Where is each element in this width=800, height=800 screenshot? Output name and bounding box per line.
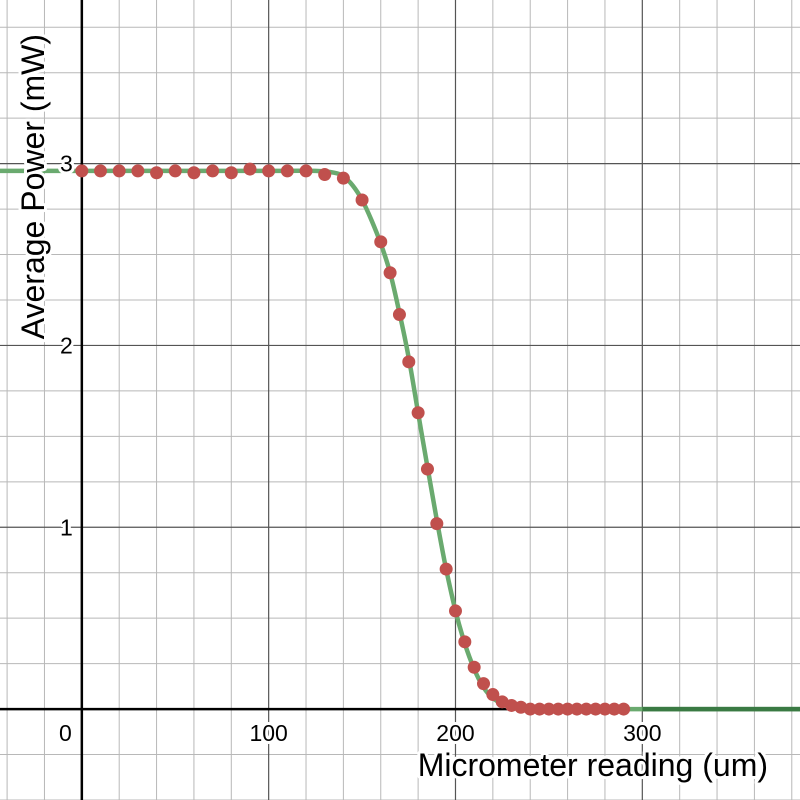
data-point bbox=[458, 635, 472, 649]
data-point bbox=[570, 702, 584, 716]
data-point bbox=[467, 660, 481, 674]
y-tick-label: 3 bbox=[60, 151, 73, 177]
data-point bbox=[150, 166, 164, 180]
data-point bbox=[280, 164, 294, 178]
data-point bbox=[131, 164, 145, 178]
data-point bbox=[318, 168, 332, 182]
data-point bbox=[523, 702, 537, 716]
data-point bbox=[551, 702, 565, 716]
data-point bbox=[589, 702, 603, 716]
data-point bbox=[533, 702, 547, 716]
data-point bbox=[420, 462, 434, 476]
y-tick-label: 1 bbox=[60, 514, 73, 540]
data-point bbox=[477, 677, 491, 691]
x-axis-title: Micrometer reading (um) bbox=[418, 747, 768, 783]
data-point bbox=[561, 702, 575, 716]
data-point bbox=[75, 164, 89, 178]
data-point bbox=[617, 702, 631, 716]
data-point bbox=[486, 688, 500, 702]
data-point bbox=[598, 702, 612, 716]
y-axis-title: Average Power (mW) bbox=[15, 34, 51, 339]
data-point bbox=[542, 702, 556, 716]
data-point bbox=[448, 604, 462, 618]
x-tick-label: 300 bbox=[623, 720, 661, 746]
tick-labels: 0 100 200 300 1 2 3 bbox=[56, 148, 664, 749]
x-tick-label: 100 bbox=[249, 720, 287, 746]
data-point bbox=[112, 164, 126, 178]
data-point bbox=[355, 193, 369, 207]
data-point bbox=[187, 166, 201, 180]
data-point bbox=[439, 562, 453, 576]
data-point bbox=[206, 164, 220, 178]
data-point bbox=[402, 355, 416, 369]
data-point bbox=[430, 517, 444, 531]
y-tick-label: 2 bbox=[60, 332, 73, 358]
data-point bbox=[336, 171, 350, 185]
data-points-layer bbox=[75, 162, 631, 716]
x-tick-label: 200 bbox=[436, 720, 474, 746]
data-point bbox=[579, 702, 593, 716]
data-point bbox=[392, 308, 406, 322]
data-point bbox=[374, 235, 388, 249]
data-point bbox=[168, 164, 182, 178]
data-point bbox=[299, 164, 313, 178]
data-point bbox=[94, 164, 108, 178]
data-point bbox=[607, 702, 621, 716]
data-point bbox=[262, 164, 276, 178]
data-point bbox=[383, 266, 397, 280]
x-tick-label: 0 bbox=[59, 720, 72, 746]
data-point bbox=[224, 166, 238, 180]
data-point bbox=[243, 162, 257, 176]
data-point bbox=[411, 406, 425, 420]
